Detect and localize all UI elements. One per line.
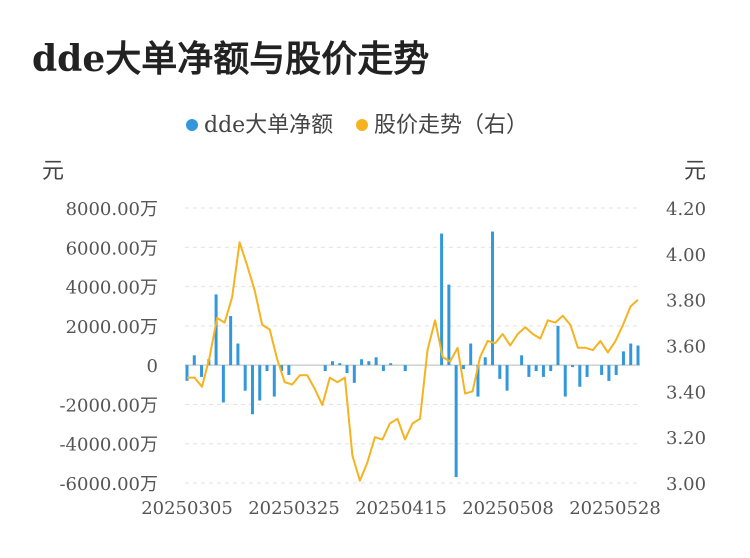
y-left-tick-label: 8000.00万: [66, 199, 158, 220]
x-tick-label: 20250415: [355, 498, 447, 519]
bar[interactable]: [447, 284, 451, 366]
y-right-tick-label: 3.40: [666, 382, 706, 403]
bar[interactable]: [338, 363, 342, 366]
bar[interactable]: [600, 365, 604, 375]
x-tick-label: 20250528: [569, 498, 661, 519]
bar[interactable]: [527, 365, 531, 377]
legend-marker-price: [356, 119, 368, 131]
chart-title: dde大单净额与股价走势: [32, 38, 430, 80]
y-left-tick-label: 0: [147, 356, 158, 377]
bar[interactable]: [483, 357, 487, 366]
bar[interactable]: [549, 365, 553, 372]
bar[interactable]: [505, 365, 509, 391]
bar[interactable]: [192, 355, 196, 366]
bar[interactable]: [607, 365, 611, 381]
y-left-tick-label: 4000.00万: [66, 278, 158, 299]
y-axis-right: 4.20 4.00 3.80 3.60 3.40 3.20 3.00: [666, 199, 706, 495]
bar[interactable]: [629, 343, 633, 366]
bar[interactable]: [280, 365, 284, 372]
bar[interactable]: [534, 365, 538, 372]
price-line[interactable]: [187, 241, 639, 482]
legend[interactable]: dde大单净额 股价走势（右）: [186, 113, 528, 138]
y-left-tick-label: -6000.00万: [59, 474, 158, 495]
bar[interactable]: [265, 365, 269, 372]
bar[interactable]: [185, 365, 189, 381]
bar[interactable]: [621, 351, 625, 366]
legend-marker-dde: [186, 119, 198, 131]
bar[interactable]: [454, 365, 458, 478]
bar[interactable]: [469, 343, 473, 366]
bar[interactable]: [614, 365, 618, 375]
bar[interactable]: [221, 365, 225, 403]
bar[interactable]: [636, 345, 640, 366]
bar[interactable]: [360, 359, 364, 366]
bar[interactable]: [258, 365, 262, 401]
bar[interactable]: [381, 365, 385, 372]
x-tick-label: 20250508: [462, 498, 554, 519]
y-left-tick-label: -4000.00万: [59, 435, 158, 456]
bar[interactable]: [236, 343, 240, 366]
bar[interactable]: [323, 365, 327, 372]
bar[interactable]: [461, 365, 465, 370]
bar-series: [185, 231, 640, 478]
y-right-tick-label: 3.60: [666, 337, 706, 358]
bar[interactable]: [563, 365, 567, 397]
y-left-tick-label: -2000.00万: [59, 395, 158, 416]
y-left-tick-label: 6000.00万: [66, 238, 158, 259]
x-tick-label: 20250325: [248, 498, 340, 519]
y-axis-left: 8000.00万 6000.00万 4000.00万 2000.00万 0 -2000.0…: [59, 199, 158, 495]
y-right-tick-label: 3.20: [666, 428, 706, 449]
bar[interactable]: [287, 365, 291, 375]
left-axis-unit: 元: [42, 159, 64, 184]
bar[interactable]: [272, 365, 276, 397]
x-tick-label: 20250305: [141, 498, 233, 519]
bar[interactable]: [571, 365, 575, 368]
bar[interactable]: [403, 365, 407, 372]
bar[interactable]: [367, 361, 371, 366]
right-axis-unit: 元: [684, 159, 706, 184]
bar[interactable]: [578, 365, 582, 387]
legend-label-dde: dde大单净额: [204, 113, 333, 138]
y-left-tick-label: 2000.00万: [66, 317, 158, 338]
line-series: [187, 241, 639, 482]
bar[interactable]: [345, 365, 349, 373]
bar[interactable]: [352, 365, 356, 383]
bar[interactable]: [330, 361, 334, 366]
bar[interactable]: [476, 365, 480, 397]
y-right-tick-label: 4.00: [666, 245, 706, 266]
grid: [185, 207, 640, 484]
bar[interactable]: [585, 365, 589, 377]
bar[interactable]: [556, 325, 560, 366]
x-axis: 20250305 20250325 20250415 20250508 20250528: [141, 498, 661, 519]
bar[interactable]: [214, 294, 218, 366]
bar[interactable]: [541, 365, 545, 377]
bar[interactable]: [200, 365, 204, 377]
bar[interactable]: [520, 355, 524, 366]
y-right-tick-label: 4.20: [666, 199, 706, 220]
legend-label-price: 股价走势（右）: [374, 113, 528, 138]
y-right-tick-label: 3.00: [666, 474, 706, 495]
bar[interactable]: [243, 365, 247, 391]
bar[interactable]: [250, 365, 254, 415]
bar[interactable]: [491, 231, 495, 366]
bar[interactable]: [229, 316, 233, 366]
bar[interactable]: [374, 357, 378, 366]
bar[interactable]: [440, 233, 444, 366]
y-right-tick-label: 3.80: [666, 291, 706, 312]
bar[interactable]: [389, 363, 393, 366]
bar[interactable]: [498, 365, 502, 379]
